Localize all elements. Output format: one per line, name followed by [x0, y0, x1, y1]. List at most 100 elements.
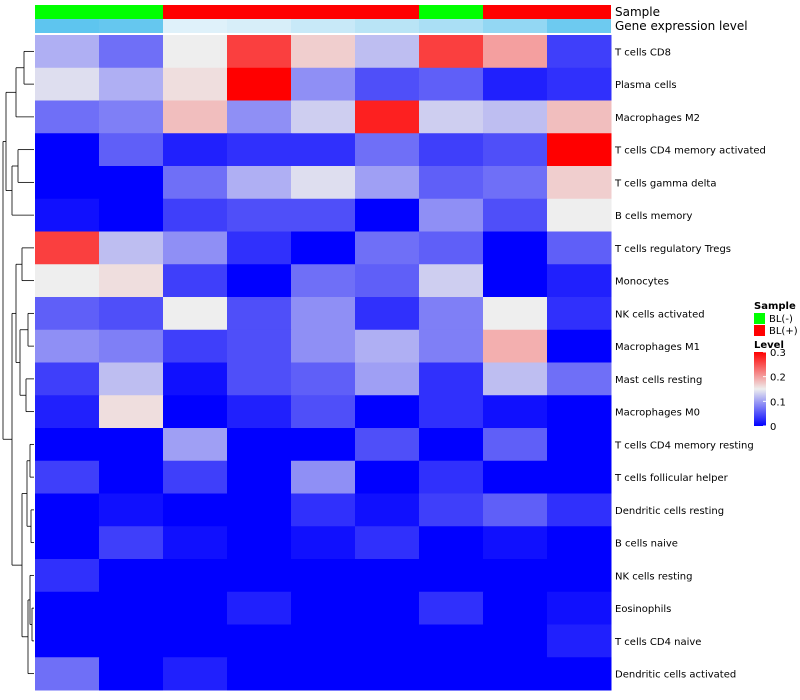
- row-label: Macrophages M1: [615, 342, 700, 353]
- heatmap-cell: [419, 428, 484, 462]
- sample-legend-swatch: [754, 325, 765, 336]
- heatmap-cell: [35, 657, 100, 691]
- heatmap-cell: [163, 559, 228, 593]
- heatmap-cell: [291, 657, 356, 691]
- heatmap-cell: [227, 198, 292, 232]
- heatmap-cell: [291, 591, 356, 625]
- sample-annotation-cell: [99, 5, 163, 19]
- heatmap-cell: [99, 362, 164, 396]
- heatmap-cell: [163, 362, 228, 396]
- heatmap-cell: [291, 198, 356, 232]
- heatmap-cell: [483, 428, 548, 462]
- heatmap-cell: [163, 526, 228, 560]
- heatmap-cell: [355, 264, 420, 298]
- heatmap-cell: [547, 35, 612, 69]
- heatmap-cell: [419, 231, 484, 265]
- heatmap-cell: [99, 526, 164, 560]
- heatmap-cell: [355, 460, 420, 494]
- row-label: Macrophages M2: [615, 113, 700, 124]
- expression-annotation-cell: [291, 19, 355, 33]
- heatmap-cell: [35, 166, 100, 200]
- sample-annotation-cell: [483, 5, 547, 19]
- heatmap-cell: [291, 559, 356, 593]
- heatmap-cell: [483, 362, 548, 396]
- heatmap-cell: [291, 133, 356, 167]
- heatmap-cell: [163, 133, 228, 167]
- heatmap-cell: [99, 460, 164, 494]
- heatmap-cell: [163, 297, 228, 331]
- heatmap-cell: [419, 100, 484, 134]
- heatmap-cell: [163, 460, 228, 494]
- heatmap-cell: [419, 362, 484, 396]
- heatmap-cell: [355, 133, 420, 167]
- heatmap-cell: [35, 329, 100, 363]
- heatmap-cell: [355, 362, 420, 396]
- heatmap-cell: [35, 100, 100, 134]
- row-label: Dendritic cells activated: [615, 670, 736, 681]
- heatmap-cell: [291, 100, 356, 134]
- heatmap-cell: [419, 624, 484, 658]
- heatmap-cell: [227, 657, 292, 691]
- heatmap-cell: [355, 198, 420, 232]
- heatmap-cell: [547, 329, 612, 363]
- row-label: T cells follicular helper: [614, 473, 729, 484]
- heatmap-cell: [291, 493, 356, 527]
- heatmap-cell: [355, 657, 420, 691]
- heatmap-cell: [547, 559, 612, 593]
- heatmap-cell: [35, 133, 100, 167]
- heatmap-cell: [355, 493, 420, 527]
- heatmap-cell: [35, 428, 100, 462]
- heatmap-cell: [483, 133, 548, 167]
- row-label: T cells CD8: [614, 47, 671, 58]
- heatmap-cell: [419, 526, 484, 560]
- heatmap-cell: [483, 231, 548, 265]
- row-label: NK cells activated: [615, 309, 705, 320]
- heatmap-cell: [355, 329, 420, 363]
- heatmap-cell: [547, 362, 612, 396]
- heatmap-cell: [291, 264, 356, 298]
- heatmap-cell: [547, 264, 612, 298]
- heatmap-cell: [163, 198, 228, 232]
- row-label: Plasma cells: [615, 80, 677, 91]
- heatmap-cell: [99, 231, 164, 265]
- level-legend-tick-label: 0.1: [770, 397, 786, 408]
- heatmap-cell: [99, 624, 164, 658]
- heatmap-cell: [35, 362, 100, 396]
- heatmap-cell: [547, 100, 612, 134]
- heatmap-cell: [419, 559, 484, 593]
- sample-legend-label: BL(+): [769, 326, 798, 337]
- heatmap-cell: [163, 35, 228, 69]
- heatmap-cell: [483, 198, 548, 232]
- heatmap-cell: [291, 329, 356, 363]
- expression-annotation-cell: [547, 19, 611, 33]
- heatmap-cell: [291, 526, 356, 560]
- heatmap-cell: [547, 67, 612, 101]
- heatmap-cell: [355, 591, 420, 625]
- heatmap-cell: [547, 624, 612, 658]
- heatmap-cell: [483, 460, 548, 494]
- heatmap-cell: [483, 395, 548, 429]
- expression-annotation-title: Gene expression level: [615, 19, 748, 33]
- row-label: B cells memory: [615, 211, 692, 222]
- heatmap-cell: [291, 67, 356, 101]
- heatmap-cell: [419, 198, 484, 232]
- heatmap-cell: [99, 395, 164, 429]
- heatmap-cell: [547, 428, 612, 462]
- expression-annotation-cell: [35, 19, 99, 33]
- heatmap-cell: [483, 297, 548, 331]
- heatmap-cell: [355, 35, 420, 69]
- heatmap-cell: [35, 624, 100, 658]
- heatmap-cell: [227, 231, 292, 265]
- heatmap-cell: [227, 460, 292, 494]
- heatmap-cell: [419, 35, 484, 69]
- heatmap-cell: [419, 657, 484, 691]
- heatmap-cell: [291, 297, 356, 331]
- heatmap-cell: [163, 428, 228, 462]
- heatmap-cell: [163, 231, 228, 265]
- heatmap-cell: [227, 624, 292, 658]
- heatmap-cell: [99, 657, 164, 691]
- heatmap-cell: [35, 198, 100, 232]
- sample-annotation-title: Sample: [615, 5, 660, 19]
- heatmap-cell: [355, 526, 420, 560]
